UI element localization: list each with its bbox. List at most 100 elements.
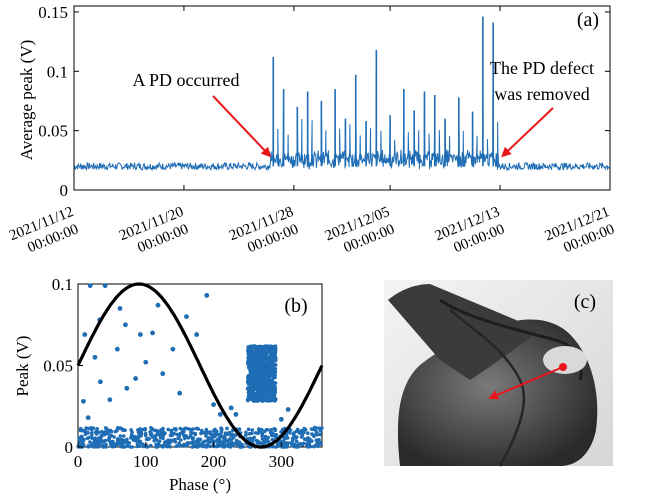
panel-b-point	[272, 427, 276, 431]
panel-a-ytick-label: 0.15	[38, 3, 68, 22]
panel-b-point	[107, 428, 111, 433]
panel-b-point	[217, 432, 222, 437]
panel-b-scatter-point	[97, 379, 103, 385]
panel-b-point	[205, 443, 209, 447]
panel-b-point	[315, 441, 320, 446]
panel-b-point	[77, 436, 81, 440]
panel-b-scatter-point	[85, 415, 91, 421]
annotation-pd-removed: was removed	[494, 84, 589, 104]
panel-b-point	[144, 437, 149, 442]
panel-b-point	[219, 426, 223, 431]
panel-b-cluster-point	[247, 346, 251, 351]
panel-b-scatter-point	[285, 407, 291, 412]
panel-b-cluster-point	[258, 390, 263, 394]
panel-b-point	[137, 444, 142, 449]
panel-b-point	[113, 444, 117, 449]
panel-b-point	[89, 427, 93, 431]
panel-b-cluster-point	[258, 344, 263, 348]
panel-b-point	[175, 444, 180, 448]
panel-b-point	[129, 435, 133, 440]
panel-b-cluster-point	[245, 398, 250, 402]
panel-b-point	[161, 426, 165, 431]
annotation-arrow-left	[212, 95, 272, 158]
panel-b-ytick-label: 0	[65, 438, 74, 457]
panel-b-point	[264, 428, 269, 432]
panel-b-point	[219, 443, 223, 448]
panel-b-point	[120, 441, 125, 446]
panel-b-point	[231, 443, 236, 448]
panel-b-point	[83, 432, 88, 437]
panel-b-point	[112, 435, 116, 439]
panel-b-point	[228, 445, 233, 449]
panel-b-cluster-point	[259, 382, 263, 386]
panel-b-point	[178, 426, 182, 431]
panel-b-cluster-point	[273, 344, 278, 348]
panel-b-point	[94, 432, 99, 436]
panel-b-cluster-point	[246, 379, 250, 383]
panel-b-point	[181, 427, 186, 432]
panel-a-ytick-label: 0	[60, 181, 69, 200]
panel-b-point	[168, 433, 173, 438]
panel-b-cluster-point	[247, 365, 251, 369]
panel-b-point	[280, 427, 285, 432]
panel-b-point	[122, 434, 126, 438]
panel-b-point	[191, 439, 195, 444]
panel-c-photo: (c)	[384, 280, 613, 467]
panel-b-point	[230, 432, 234, 437]
panel-b-point	[121, 445, 125, 449]
panel-b-point	[175, 432, 179, 437]
panel-b-scatter-point	[184, 314, 189, 319]
panel-b-point	[95, 442, 100, 447]
panel-b-cluster-point	[253, 381, 257, 386]
panel-b-point	[194, 439, 199, 444]
panel-b-cluster-point	[255, 345, 260, 349]
panel-b-cluster-point	[250, 352, 254, 356]
panel-b-point	[227, 442, 231, 447]
panel-b-point	[208, 444, 212, 449]
panel-b-point	[292, 433, 296, 438]
panel-b-scatter-point	[217, 412, 223, 417]
panel-b-cluster-point	[262, 366, 266, 370]
panel-b-point	[179, 438, 183, 442]
panel-a-ylabel: Average peak (V)	[17, 40, 36, 161]
panel-b-point	[253, 431, 258, 435]
panel-b-cluster-point	[252, 376, 257, 380]
panel-b-point	[273, 445, 278, 449]
panel-b-point	[96, 439, 100, 443]
panel-b-scatter-point	[123, 322, 128, 328]
panel-b-cluster-point	[255, 368, 259, 373]
panel-b-scatter-point	[160, 371, 166, 377]
panel-b-point	[257, 428, 261, 433]
panel-b-point	[300, 443, 304, 447]
panel-b-point	[134, 438, 138, 443]
panel-b-label: (b)	[284, 295, 307, 317]
panel-b-cluster-point	[266, 366, 270, 371]
panel-b-cluster-point	[266, 394, 271, 399]
panel-b-point	[126, 444, 130, 449]
panel-b-point	[302, 426, 307, 431]
panel-b-point	[269, 428, 273, 432]
panel-b-cluster-point	[257, 362, 261, 367]
panel-b-point	[302, 437, 307, 441]
panel-b-cluster-point	[250, 383, 254, 387]
panel-a-frame	[73, 5, 611, 191]
panel-b-cluster-point	[262, 358, 266, 363]
panel-b-cluster-point	[254, 378, 259, 383]
panel-b-point	[260, 434, 264, 438]
panel-b-cluster-point	[259, 379, 264, 384]
panel-b-point	[149, 443, 153, 448]
panel-b-point	[306, 438, 310, 442]
panel-b-point	[130, 445, 134, 449]
panel-b-point	[263, 434, 268, 439]
panel-b-point	[295, 435, 299, 439]
panel-b-scatter-point	[117, 306, 123, 311]
panel-b-cluster-point	[266, 397, 270, 401]
panel-b-point	[168, 440, 172, 445]
panel-b-scatter-point	[133, 376, 139, 381]
panel-b-point	[82, 428, 87, 433]
panel-b-point	[246, 427, 251, 432]
panel-b-point	[172, 438, 176, 442]
